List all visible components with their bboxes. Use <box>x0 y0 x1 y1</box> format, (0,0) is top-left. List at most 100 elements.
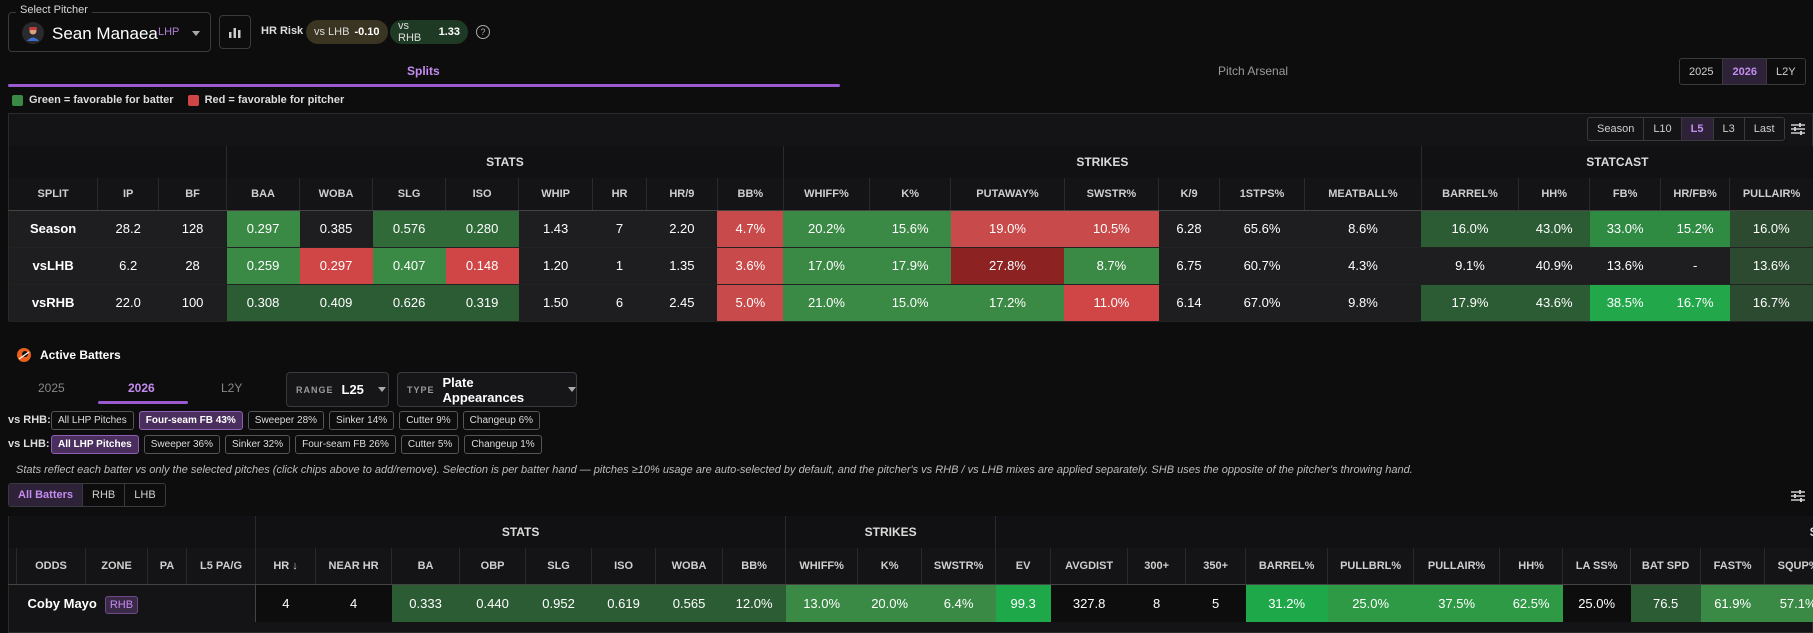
tab-pitch-arsenal[interactable]: Pitch Arsenal <box>1218 64 1289 78</box>
col-header-obp[interactable]: OBP <box>459 548 526 585</box>
batter-name[interactable]: Coby Mayo RHB <box>17 584 187 622</box>
filter-lhb[interactable]: LHB <box>134 489 156 501</box>
cell-slg: 0.626 <box>372 284 446 322</box>
col-header-whiff[interactable]: WHIFF% <box>782 178 870 211</box>
col-header-k[interactable]: K% <box>857 548 922 585</box>
col-header-k-9[interactable]: K/9 <box>1158 178 1220 211</box>
col-header-hr-fb[interactable]: HR/FB% <box>1660 178 1730 211</box>
cell-ip: 6.2 <box>97 247 159 285</box>
chevron-down-icon[interactable] <box>192 31 200 36</box>
range-l3[interactable]: L3 <box>1714 118 1745 140</box>
col-header-hr[interactable]: HR <box>592 178 647 211</box>
col-header-meatball[interactable]: MEATBALL% <box>1304 178 1422 211</box>
pitch-chip[interactable]: Four-seam FB 26% <box>295 435 396 454</box>
column-settings-icon[interactable] <box>1790 122 1806 136</box>
pitcher-select[interactable] <box>8 12 211 52</box>
col-header-bf[interactable]: BF <box>158 178 227 211</box>
col-header-swstr[interactable]: SWSTR% <box>921 548 996 585</box>
pitch-chip[interactable]: Sinker 14% <box>329 411 395 430</box>
col-header-slg[interactable]: SLG <box>525 548 592 585</box>
range-l5[interactable]: L5 <box>1681 118 1714 140</box>
col-header-300[interactable]: 300+ <box>1127 548 1186 585</box>
year-2026[interactable]: 2026 <box>1723 59 1767 84</box>
hr-risk-vs-lhb: vs LHB -0.10 <box>306 20 388 44</box>
col-header-pullair[interactable]: PULLAIR% <box>1413 548 1500 585</box>
col-header-hh[interactable]: HH% <box>1499 548 1563 585</box>
range-last[interactable]: Last <box>1753 123 1775 135</box>
pitch-chip[interactable]: Changeup 1% <box>464 435 542 454</box>
pitch-chip[interactable]: Sweeper 36% <box>143 435 220 454</box>
col-header-blank[interactable] <box>8 548 17 585</box>
col-header-k[interactable]: K% <box>869 178 951 211</box>
col-header-swstr[interactable]: SWSTR% <box>1063 178 1159 211</box>
year-l2y[interactable]: L2Y <box>1775 65 1796 78</box>
col-header-woba[interactable]: WOBA <box>299 178 373 211</box>
col-header-hh[interactable]: HH% <box>1518 178 1590 211</box>
pitch-chip[interactable]: Sweeper 28% <box>247 411 325 430</box>
col-header-baa[interactable]: BAA <box>226 178 300 211</box>
col-header-iso[interactable]: ISO <box>445 178 519 211</box>
col-header-1stps[interactable]: 1STPS% <box>1218 178 1305 211</box>
batters-note: Stats reflect each batter vs only the se… <box>16 464 1413 476</box>
batters-year-2026[interactable]: 2026 <box>128 381 155 395</box>
column-settings-icon[interactable] <box>1790 489 1806 503</box>
col-header-350[interactable]: 350+ <box>1185 548 1246 585</box>
col-header-pa[interactable]: PA <box>147 548 187 585</box>
chart-button[interactable] <box>219 15 251 49</box>
col-header-hr-9[interactable]: HR/9 <box>645 178 718 211</box>
col-header-l5-pa-g[interactable]: L5 PA/G <box>185 548 256 585</box>
col-header-pullbrl[interactable]: PULLBRL% <box>1327 548 1414 585</box>
cell-ip: 28.2 <box>97 210 159 248</box>
col-header-ev[interactable]: EV <box>995 548 1051 585</box>
col-header-barrel[interactable]: BARREL% <box>1245 548 1328 585</box>
col-header-avgdist[interactable]: AVGDIST <box>1050 548 1128 585</box>
range-l10[interactable]: L10 <box>1644 118 1682 140</box>
col-header-pullair[interactable]: PULLAIR% <box>1729 178 1813 211</box>
col-header-near-hr[interactable]: NEAR HR <box>315 548 392 585</box>
col-header-slg[interactable]: SLG <box>372 178 446 211</box>
filter-all-batters[interactable]: All Batters <box>9 484 84 506</box>
col-header-woba[interactable]: WOBA <box>655 548 723 585</box>
col-header-odds[interactable]: ODDS <box>16 548 86 585</box>
col-header-whip[interactable]: WHIP <box>518 178 593 211</box>
help-icon[interactable]: ? <box>476 25 490 39</box>
filter-rhb[interactable]: RHB <box>83 484 126 506</box>
pitch-chip[interactable]: Sinker 32% <box>225 435 291 454</box>
cell-slg: 0.576 <box>372 210 446 248</box>
cell-meatball: 8.6% <box>1304 210 1422 248</box>
range-season[interactable]: Season <box>1588 118 1645 140</box>
col-header-iso[interactable]: ISO <box>591 548 656 585</box>
col-header-bb[interactable]: BB% <box>716 178 784 211</box>
cell-baa: 0.297 <box>226 210 300 248</box>
col-header-split[interactable]: SPLIT <box>7 178 98 211</box>
col-header-bat-spd[interactable]: BAT SPD <box>1630 548 1701 585</box>
col-header-whiff[interactable]: WHIFF% <box>785 548 858 585</box>
pitch-chip[interactable]: All LHP Pitches <box>51 411 134 430</box>
year-2025[interactable]: 2025 <box>1680 59 1724 84</box>
col-header-hr[interactable]: HR ↓ <box>255 548 316 585</box>
tab-splits[interactable]: Splits <box>407 64 440 78</box>
pitch-chip[interactable]: Cutter 5% <box>400 435 460 454</box>
type-dropdown[interactable]: TYPE Plate Appearances <box>397 372 577 407</box>
pitch-chip[interactable]: Four-seam FB 43% <box>138 411 243 430</box>
col-header-zone[interactable]: ZONE <box>85 548 148 585</box>
cell-hr-9: 2.45 <box>646 284 718 322</box>
pitch-chip[interactable]: Changeup 6% <box>462 411 541 430</box>
batters-year-2025[interactable]: 2025 <box>38 381 65 395</box>
col-header-fast[interactable]: FAST% <box>1700 548 1765 585</box>
col-header-fb[interactable]: FB% <box>1589 178 1661 211</box>
cell-whiff: 21.0% <box>783 284 870 322</box>
pitch-chip[interactable]: All LHP Pitches <box>51 435 139 454</box>
batters-year-l2y[interactable]: L2Y <box>221 381 243 395</box>
col-header-bb[interactable]: BB% <box>722 548 786 585</box>
col-header-putaway[interactable]: PUTAWAY% <box>950 178 1065 211</box>
pitch-chip[interactable]: Cutter 9% <box>399 411 458 430</box>
col-header-barrel[interactable]: BARREL% <box>1420 178 1519 211</box>
col-header-squp[interactable]: SQUP% <box>1764 548 1813 585</box>
col-header-la-ss[interactable]: LA SS% <box>1562 548 1631 585</box>
range-dropdown[interactable]: RANGE L25 <box>286 372 389 407</box>
col-header-ip[interactable]: IP <box>97 178 159 211</box>
cell-350: 5 <box>1185 584 1246 622</box>
table-row[interactable]: Coby Mayo RHB 4 4 0.333 0.440 0.952 0.619 0.565 1… <box>9 584 1813 622</box>
col-header-ba[interactable]: BA <box>391 548 460 585</box>
